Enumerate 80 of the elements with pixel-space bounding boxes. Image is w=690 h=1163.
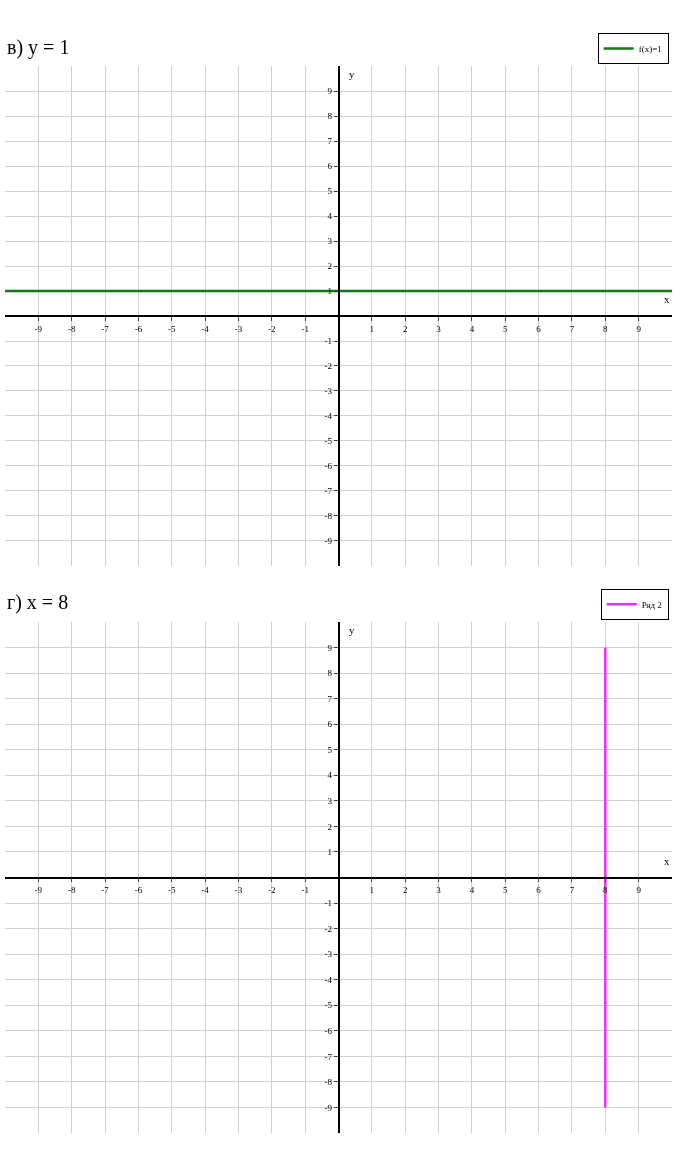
y-tick-label: 9 bbox=[327, 642, 333, 653]
y-tick-label: 3 bbox=[327, 236, 333, 247]
y-tick-label: 7 bbox=[327, 136, 333, 147]
y-tick-label: 8 bbox=[327, 111, 333, 122]
y-tick-label: 4 bbox=[327, 211, 333, 222]
x-tick-label: 7 bbox=[569, 323, 575, 334]
y-tick-label: 2 bbox=[327, 821, 332, 832]
y-tick-label: 5 bbox=[327, 186, 333, 197]
y-tick-label: 8 bbox=[327, 668, 333, 679]
y-tick-label: -3 bbox=[324, 949, 333, 960]
x-tick-label: 6 bbox=[536, 323, 542, 334]
chart-title: г) x = 8 bbox=[7, 591, 69, 614]
y-tick-label: -7 bbox=[324, 1051, 333, 1062]
y-tick-label: 2 bbox=[327, 261, 332, 272]
x-tick-label: -6 bbox=[134, 885, 143, 896]
x-tick-label: 6 bbox=[536, 885, 542, 896]
y-tick-label: 4 bbox=[327, 770, 333, 781]
y-tick-label: 1 bbox=[327, 847, 332, 858]
x-tick-label: -3 bbox=[234, 885, 243, 896]
y-tick-label: 5 bbox=[327, 744, 333, 755]
x-tick-label: -6 bbox=[134, 323, 143, 334]
legend-label: f(x)=1 bbox=[638, 43, 662, 54]
y-tick-label: -3 bbox=[324, 386, 333, 397]
x-tick-label: 5 bbox=[503, 885, 508, 896]
y-tick-label: -7 bbox=[324, 486, 333, 497]
y-tick-label: -6 bbox=[324, 461, 333, 472]
x-tick-label: -4 bbox=[201, 885, 210, 896]
x-tick-label: 7 bbox=[569, 885, 575, 896]
x-tick-label: 9 bbox=[636, 323, 642, 334]
y-tick-label: 7 bbox=[327, 693, 333, 704]
x-tick-label: 4 bbox=[469, 885, 475, 896]
x-tick-label: -7 bbox=[101, 885, 110, 896]
x-tick-label: 3 bbox=[436, 885, 442, 896]
x-axis-title: x bbox=[664, 293, 670, 305]
x-axis-title: x bbox=[664, 855, 670, 867]
x-tick-label: 4 bbox=[469, 323, 475, 334]
x-tick-label: -9 bbox=[34, 323, 43, 334]
x-tick-label: -5 bbox=[168, 323, 176, 334]
x-tick-label: -8 bbox=[67, 323, 76, 334]
y-tick-label: -8 bbox=[324, 1077, 333, 1088]
x-tick-label: -5 bbox=[168, 885, 176, 896]
y-axis-title: y bbox=[349, 68, 355, 80]
x-tick-label: -1 bbox=[301, 323, 309, 334]
x-tick-label: 8 bbox=[603, 885, 609, 896]
y-tick-label: 6 bbox=[327, 161, 333, 172]
y-axis-title: y bbox=[349, 624, 355, 636]
x-tick-label: -9 bbox=[34, 885, 43, 896]
y-tick-label: 1 bbox=[327, 286, 332, 297]
x-tick-label: 9 bbox=[636, 885, 642, 896]
x-tick-label: 2 bbox=[402, 885, 408, 896]
x-tick-label: 2 bbox=[402, 323, 408, 334]
y-tick-label: -2 bbox=[324, 361, 332, 372]
y-tick-label: 6 bbox=[327, 719, 333, 730]
y-tick-label: -2 bbox=[324, 923, 332, 934]
y-tick-label: -4 bbox=[324, 411, 333, 422]
x-tick-label: 5 bbox=[503, 323, 508, 334]
y-tick-label: 3 bbox=[327, 796, 333, 807]
y-tick-label: -5 bbox=[324, 1000, 333, 1011]
legend-label: Ряд 2 bbox=[641, 599, 662, 610]
x-tick-label: -4 bbox=[201, 323, 210, 334]
x-tick-label: -3 bbox=[234, 323, 243, 334]
y-tick-label: -1 bbox=[324, 336, 332, 347]
chart-title: в) y = 1 bbox=[7, 36, 70, 59]
x-tick-label: -2 bbox=[268, 885, 276, 896]
y-tick-label: 9 bbox=[327, 86, 333, 97]
x-tick-label: -1 bbox=[301, 885, 309, 896]
y-tick-label: -5 bbox=[324, 436, 333, 447]
x-tick-label: -8 bbox=[67, 885, 76, 896]
y-tick-label: -6 bbox=[324, 1025, 333, 1036]
y-tick-label: -9 bbox=[324, 1102, 333, 1113]
x-tick-label: -2 bbox=[268, 323, 276, 334]
y-tick-label: -4 bbox=[324, 974, 333, 985]
x-tick-label: -7 bbox=[101, 323, 110, 334]
y-tick-label: -8 bbox=[324, 511, 333, 522]
x-tick-label: 3 bbox=[436, 323, 442, 334]
x-tick-label: 8 bbox=[603, 323, 609, 334]
x-tick-label: 1 bbox=[369, 885, 375, 896]
y-tick-label: -1 bbox=[324, 898, 332, 909]
x-tick-label: 1 bbox=[369, 323, 375, 334]
y-tick-label: -9 bbox=[324, 536, 333, 547]
